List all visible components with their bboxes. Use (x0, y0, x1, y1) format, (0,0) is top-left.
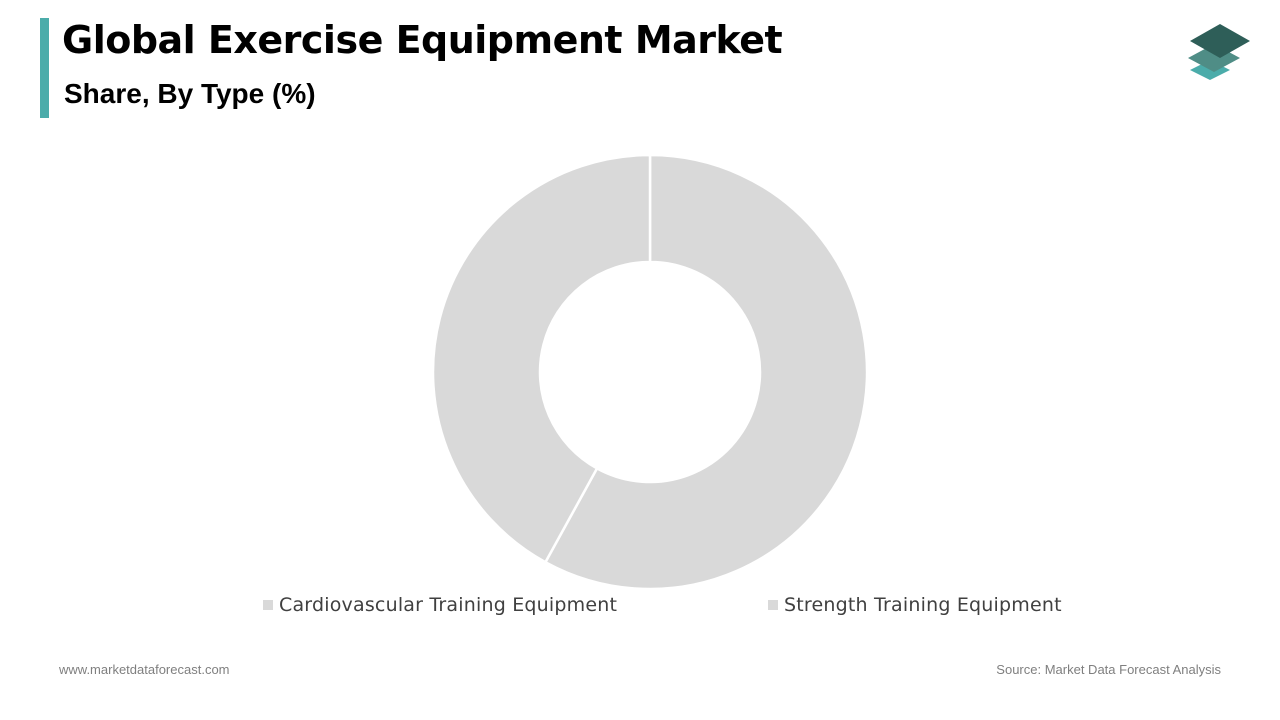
page-title: Global Exercise Equipment Market (62, 18, 783, 62)
title-accent-bar (40, 18, 49, 118)
legend-item-cardiovascular: Cardiovascular Training Equipment (263, 594, 617, 616)
page-subtitle: Share, By Type (%) (64, 78, 316, 109)
stacked-layers-icon (1188, 24, 1250, 80)
legend-label-cardiovascular: Cardiovascular Training Equipment (279, 594, 618, 616)
footer-website[interactable]: www.marketdataforecast.com (59, 662, 230, 677)
donut-slice-strength (431, 153, 652, 564)
legend-item-strength: Strength Training Equipment (768, 594, 1062, 616)
donut-slice-cardiovascular (543, 153, 869, 591)
legend-label-strength: Strength Training Equipment (784, 594, 1062, 616)
footer-source: Source: Market Data Forecast Analysis (996, 662, 1221, 677)
legend-swatch-strength (768, 600, 778, 610)
legend-swatch-cardiovascular (263, 600, 273, 610)
chart-legend: Cardiovascular Training Equipment Streng… (0, 594, 1280, 622)
logo-layer-top (1190, 24, 1250, 58)
